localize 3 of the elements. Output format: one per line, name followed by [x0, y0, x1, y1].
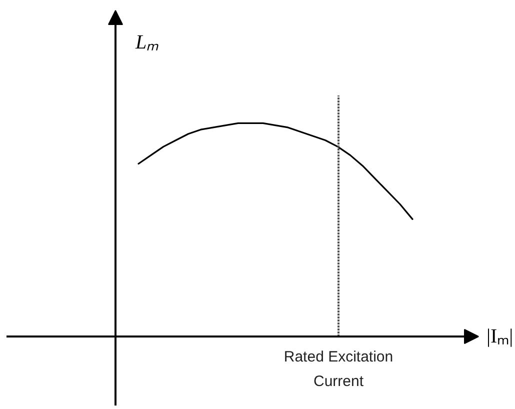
- x-axis-title: |Iₘ|: [486, 326, 514, 348]
- text: Rated Excitation Current: [284, 348, 394, 390]
- y-axis-title: Lₘ: [134, 32, 159, 54]
